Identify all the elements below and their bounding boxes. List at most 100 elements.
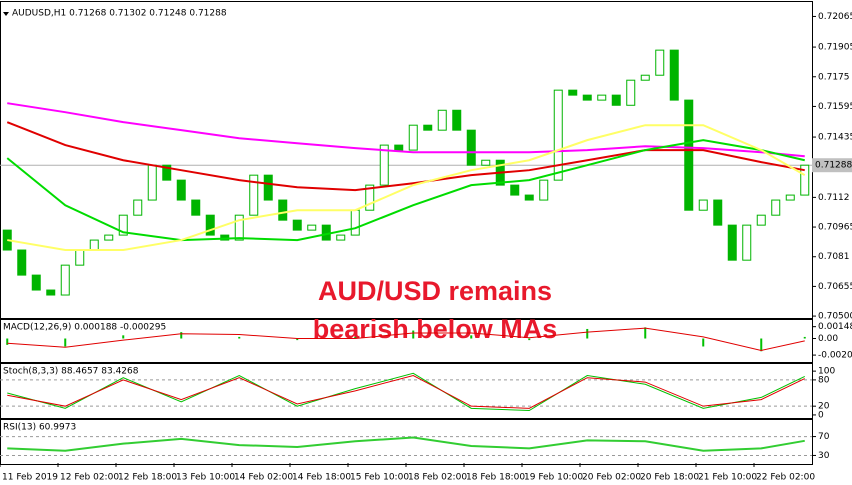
candle: [626, 79, 636, 106]
y-tick-label: 100: [818, 367, 835, 377]
candle: [640, 74, 650, 81]
candle: [481, 159, 491, 166]
candle: [176, 179, 186, 201]
candle: [133, 199, 143, 216]
macd-bar: [470, 335, 473, 339]
x-tick-label: 15 Feb 10:00: [350, 473, 409, 483]
macd-bar: [803, 336, 806, 339]
candle: [394, 144, 404, 151]
candle: [17, 249, 27, 276]
candle: [756, 214, 766, 226]
candle: [379, 144, 389, 186]
candle: [46, 289, 56, 296]
candle: [684, 99, 694, 211]
candle: [669, 49, 679, 101]
candle: [771, 199, 781, 216]
candle: [234, 214, 244, 241]
y-tick-label: 0.70655: [818, 282, 852, 292]
candle: [568, 89, 578, 96]
y-tick-label: 0: [818, 410, 824, 420]
candle: [553, 89, 563, 181]
candle: [278, 199, 288, 221]
current-price-box: [812, 158, 852, 173]
macd-bar: [238, 336, 241, 339]
x-tick-label: 20 Feb 02:00: [582, 473, 641, 483]
candle: [60, 264, 70, 296]
candle: [292, 219, 302, 231]
current-price-label: 0.71288: [815, 161, 852, 171]
candle: [698, 199, 708, 211]
indicator-line: [7, 374, 805, 409]
macd-bar: [760, 338, 763, 352]
macd-bar: [180, 332, 183, 339]
x-tick-label: 20 Feb 18:00: [640, 473, 699, 483]
candle: [423, 124, 433, 131]
macd-bar: [6, 338, 9, 345]
x-tick-label: 22 Feb 02:00: [756, 473, 815, 483]
menu-arrow: [3, 12, 9, 16]
y-tick-label: 0.001488: [818, 322, 852, 332]
annotation: AUD/USD remains: [318, 276, 552, 306]
x-tick-label: 14 Feb 02:00: [234, 473, 293, 483]
candle: [408, 124, 418, 151]
y-tick-label: 0.72065: [818, 12, 852, 22]
y-tick-label: 0.7081: [818, 252, 850, 262]
candle: [249, 174, 259, 216]
candle: [307, 224, 317, 231]
candle: [104, 234, 114, 241]
macd-bar: [354, 336, 357, 339]
y-tick-label: 70: [818, 432, 830, 442]
candle: [524, 194, 534, 201]
indicator-line: [6, 121, 805, 192]
indicator-line: [7, 102, 805, 158]
macd-bar: [122, 335, 125, 339]
candle: [118, 214, 128, 236]
macd-bar: [644, 327, 647, 339]
indicator-line: [6, 139, 805, 242]
macd-bar: [64, 338, 67, 347]
candle: [437, 109, 447, 131]
candle: [336, 234, 346, 241]
candle: [727, 224, 737, 261]
y-tick-label: 20: [818, 402, 830, 412]
y-tick-label: -0.002082: [818, 351, 852, 361]
candle: [205, 214, 215, 236]
candle: [742, 224, 752, 261]
y-tick-label: 80: [818, 375, 830, 385]
annotation: bearish below MAs: [313, 314, 558, 344]
x-tick-label: 19 Feb 10:00: [524, 473, 583, 483]
y-tick-label: 0.7112: [818, 193, 850, 203]
candle: [655, 49, 665, 76]
y-tick-label: 0.71435: [818, 133, 852, 143]
indicator-line: [7, 327, 805, 351]
indicator-line: [7, 372, 805, 412]
candle: [466, 129, 476, 166]
candle: [582, 94, 592, 101]
x-tick-label: 18 Feb 02:00: [408, 473, 467, 483]
panel-frame: [0, 318, 813, 364]
x-tick-label: 13 Feb 10:00: [176, 473, 235, 483]
candle: [510, 184, 520, 196]
y-tick-label: 0.70965: [818, 223, 852, 233]
candle: [713, 199, 723, 226]
x-tick-label: 21 Feb 10:00: [698, 473, 757, 483]
y-tick-label: 0.71595: [818, 102, 852, 112]
y-tick-label: 0.71905: [818, 43, 852, 53]
candle: [89, 239, 99, 251]
x-tick-label: 12 Feb 18:00: [118, 473, 177, 483]
y-tick-label: 30: [818, 451, 830, 461]
chart-title: AUDUSD,H1 0.71268 0.71302 0.71248 0.7128…: [12, 9, 227, 19]
candle: [31, 274, 41, 291]
y-tick-label: 0.7175: [818, 72, 850, 82]
x-tick-label: 18 Feb 18:00: [466, 473, 525, 483]
panel-title: RSI(13) 60.9973: [3, 423, 76, 433]
indicator-line: [7, 436, 805, 452]
candle: [597, 94, 607, 101]
candle: [611, 94, 621, 106]
y-tick-label: 0.70500: [818, 312, 852, 322]
candle: [452, 109, 462, 131]
candle: [365, 184, 375, 211]
